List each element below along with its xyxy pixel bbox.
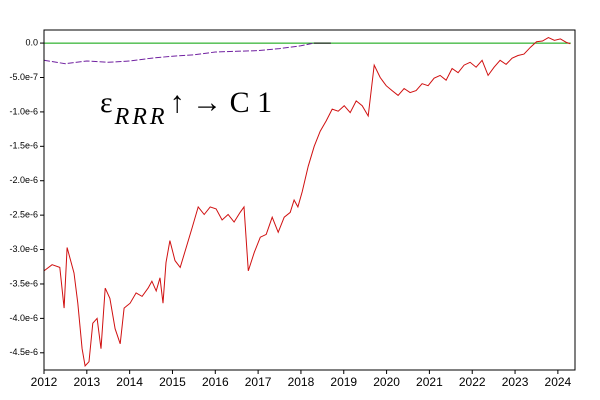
y-tick-label: -2.0e-6 — [9, 175, 38, 185]
y-tick-label: -3.0e-6 — [9, 244, 38, 254]
annotation: εRRR↑ → C 1 — [100, 86, 272, 130]
x-tick-label: 2015 — [159, 375, 186, 389]
x-tick-label: 2018 — [288, 375, 315, 389]
annotation-subscript: RRR — [114, 104, 168, 130]
x-tick-label: 2016 — [202, 375, 229, 389]
x-tick-label: 2019 — [330, 375, 357, 389]
y-tick-label: -4.0e-6 — [9, 313, 38, 323]
series-line — [43, 42, 314, 65]
y-tick-label: -1.5e-6 — [9, 141, 38, 151]
annotation-base: ε — [100, 86, 113, 119]
series-line — [43, 37, 571, 367]
x-tick-label: 2022 — [459, 375, 486, 389]
x-tick-label: 2023 — [502, 375, 529, 389]
x-tick-label: 2014 — [116, 375, 143, 389]
annotation-rest: ↑ → C 1 — [170, 86, 273, 119]
x-tick-label: 2024 — [545, 375, 572, 389]
x-tick-label: 2017 — [245, 375, 272, 389]
x-tick-label: 2020 — [373, 375, 400, 389]
plot-frame — [43, 29, 576, 371]
y-tick-label: -5.0e-7 — [9, 72, 38, 82]
y-tick-label: 0.0 — [25, 37, 38, 47]
y-tick-label: -2.5e-6 — [9, 210, 38, 220]
x-tick-label: 2013 — [73, 375, 100, 389]
x-tick-label: 2021 — [416, 375, 443, 389]
plot-area — [43, 37, 571, 367]
y-tick-label: -1.0e-6 — [9, 106, 38, 116]
y-tick-label: -3.5e-6 — [9, 278, 38, 288]
y-tick-label: -4.5e-6 — [9, 347, 38, 357]
x-tick-label: 2012 — [31, 375, 58, 389]
